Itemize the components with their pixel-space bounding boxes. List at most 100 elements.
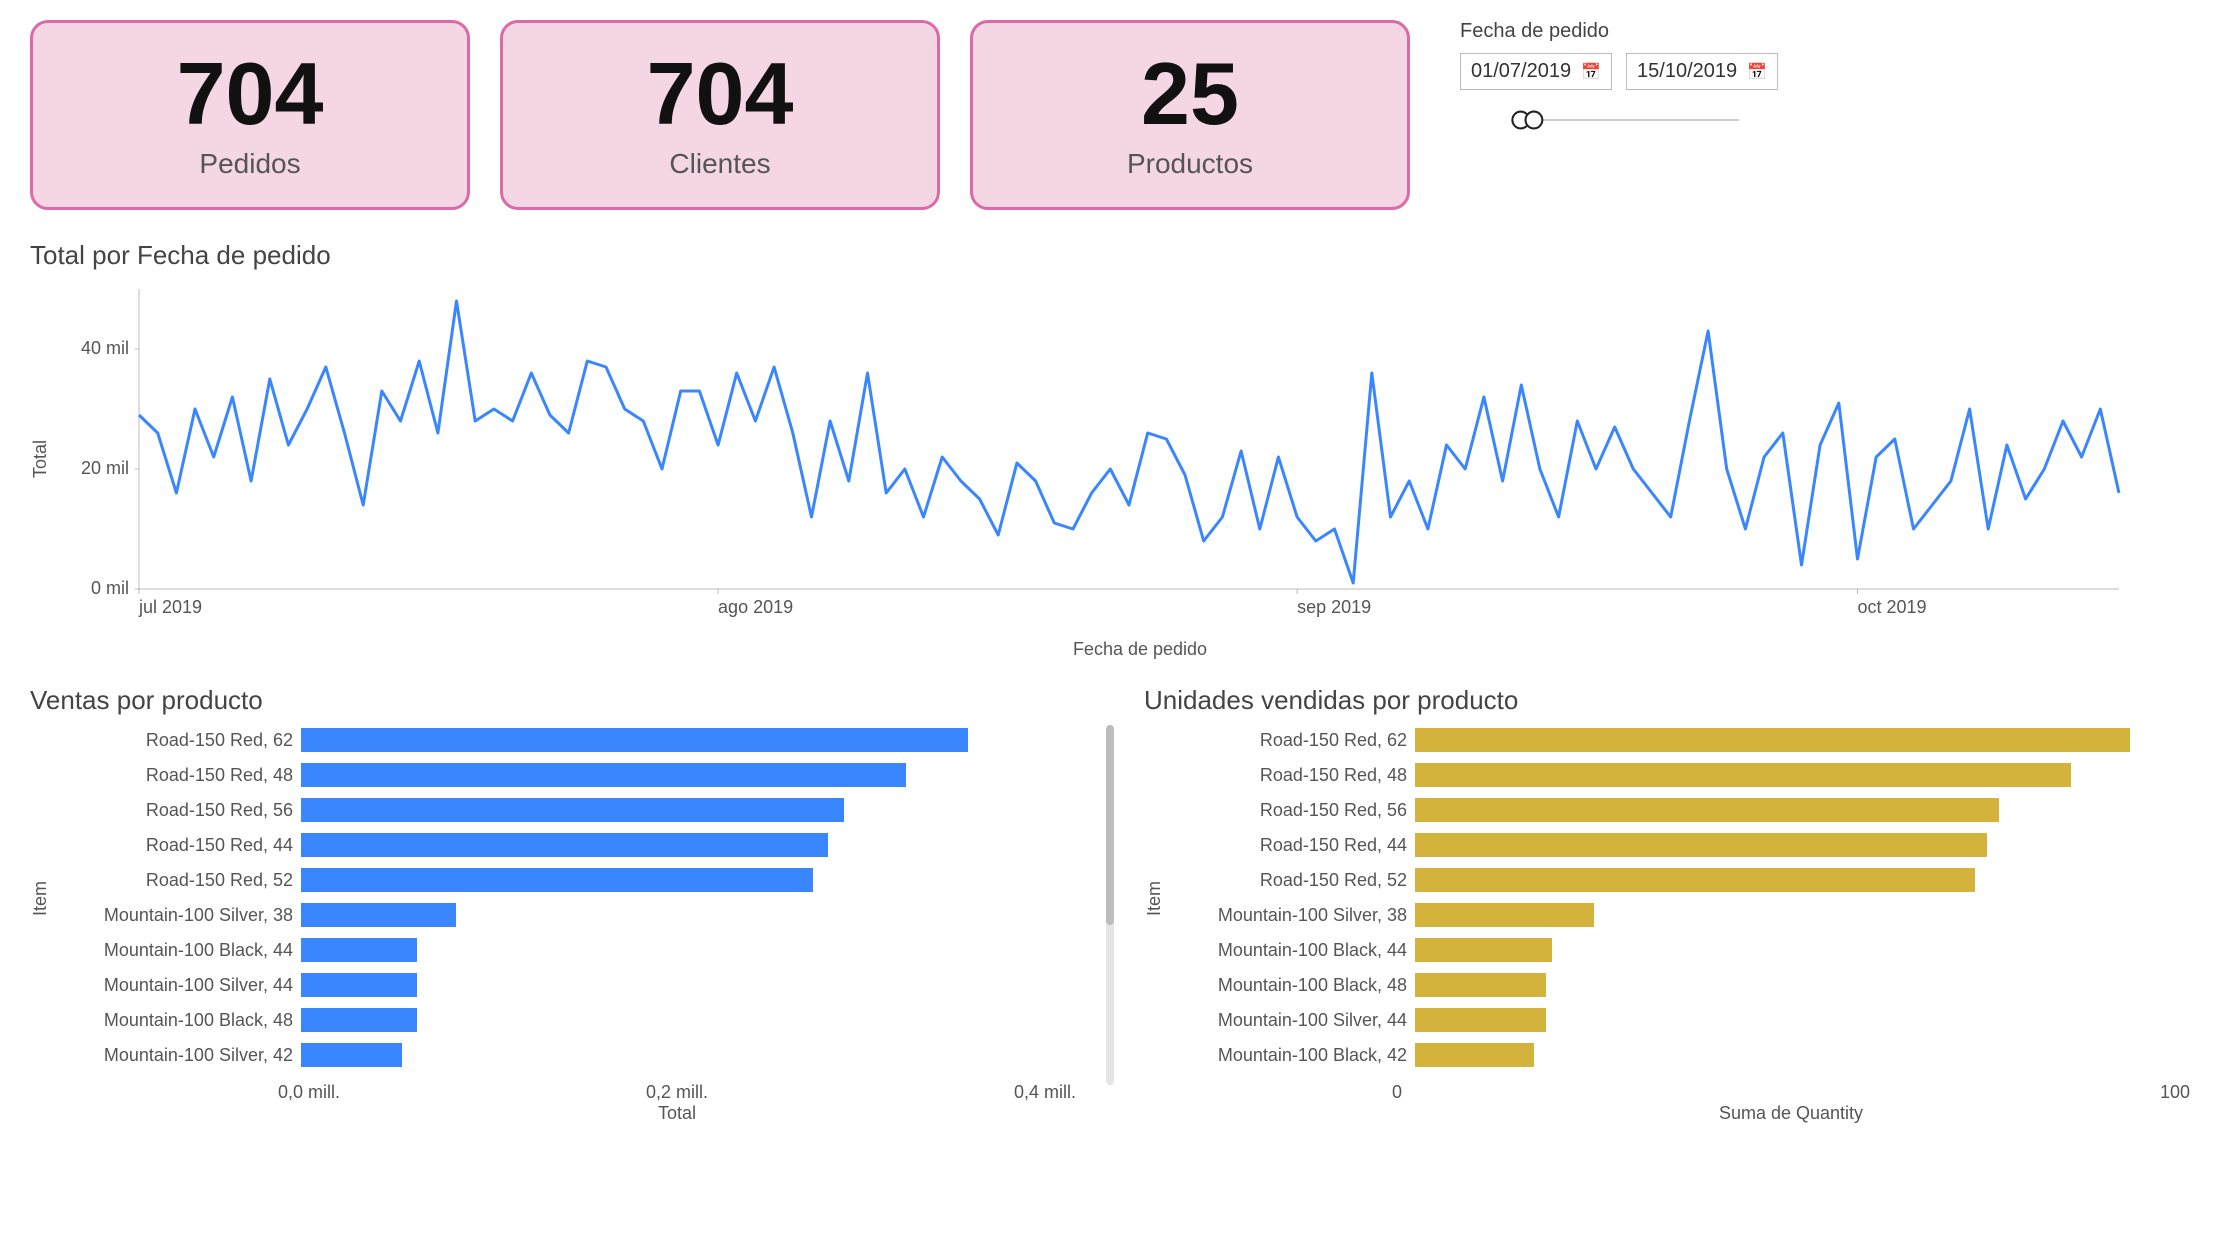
bar-right-x-label: Suma de Quantity [1392,1103,2190,1124]
bar-left-y-label: Item [30,881,51,916]
bar-scrollbar[interactable] [1106,725,1114,1085]
bar-left-rows: Road-150 Red, 62 Road-150 Red, 48 Road-150… [61,724,1076,1074]
bar-track [1415,973,2190,997]
bar-right-xaxis: 0 100 [1392,1082,2190,1103]
line-chart[interactable]: 0 mil20 mil40 miljul 2019ago 2019sep 201… [59,279,2139,639]
date-filter: Fecha de pedido 01/07/2019 📅 15/10/2019 … [1460,20,1800,210]
bar-row-label: Mountain-100 Black, 42 [1175,1045,1415,1066]
line-chart-title: Total por Fecha de pedido [30,240,2190,271]
xaxis-tick: 0 [1392,1082,1402,1103]
date-slider[interactable] [1460,106,1800,134]
bar-fill [301,1043,402,1067]
bar-row-label: Road-150 Red, 52 [1175,870,1415,891]
bar-track [301,1008,1076,1032]
bar-row[interactable]: Road-150 Red, 62 [61,724,1076,756]
bar-row-label: Road-150 Red, 62 [1175,730,1415,751]
bar-track [1415,833,2190,857]
bar-row-label: Mountain-100 Silver, 38 [61,905,301,926]
bar-chart-ventas[interactable]: Ventas por producto Item Road-150 Red, 6… [30,685,1076,1124]
bar-track [1415,763,2190,787]
svg-text:0 mil: 0 mil [91,578,129,598]
bar-row[interactable]: Road-150 Red, 56 [1175,794,2190,826]
bar-fill [301,833,828,857]
bar-row[interactable]: Mountain-100 Black, 48 [61,1004,1076,1036]
bar-fill [1415,798,1999,822]
bar-track [1415,903,2190,927]
bar-fill [301,973,417,997]
bar-fill [1415,868,1975,892]
svg-text:jul 2019: jul 2019 [138,597,202,617]
bar-fill [301,903,456,927]
bar-row-label: Road-150 Red, 62 [61,730,301,751]
bar-track [1415,938,2190,962]
bar-track [1415,1043,2190,1067]
kpi-card-pedidos[interactable]: 704 Pedidos [30,20,470,210]
bar-row[interactable]: Road-150 Red, 44 [1175,829,2190,861]
bar-track [301,868,1076,892]
bar-row[interactable]: Road-150 Red, 48 [61,759,1076,791]
bar-track [301,763,1076,787]
date-filter-title: Fecha de pedido [1460,20,1800,43]
svg-text:20 mil: 20 mil [81,458,129,478]
bar-row-label: Road-150 Red, 48 [1175,765,1415,786]
bar-row[interactable]: Mountain-100 Silver, 44 [61,969,1076,1001]
bar-right-y-label: Item [1144,881,1165,916]
bar-fill [1415,728,2130,752]
date-input-start[interactable]: 01/07/2019 📅 [1460,53,1612,90]
svg-text:sep 2019: sep 2019 [1297,597,1371,617]
bar-track [301,938,1076,962]
slider-handle-end[interactable] [1526,112,1543,129]
bar-row[interactable]: Mountain-100 Black, 48 [1175,969,2190,1001]
bar-fill [301,798,844,822]
kpi-card-productos[interactable]: 25 Productos [970,20,1410,210]
scrollbar-thumb[interactable] [1106,725,1114,925]
xaxis-tick: 100 [2160,1082,2190,1103]
bar-fill [1415,833,1987,857]
bar-fill [1415,1008,1546,1032]
kpi-label: Pedidos [199,148,300,180]
bar-row-label: Mountain-100 Silver, 44 [61,975,301,996]
bar-track [1415,728,2190,752]
date-start-value: 01/07/2019 [1471,60,1571,83]
bar-row[interactable]: Mountain-100 Silver, 38 [61,899,1076,931]
bar-fill [1415,763,2071,787]
bar-track [1415,798,2190,822]
bar-row-label: Road-150 Red, 48 [61,765,301,786]
bar-row[interactable]: Road-150 Red, 48 [1175,759,2190,791]
bar-row[interactable]: Road-150 Red, 52 [61,864,1076,896]
bar-row[interactable]: Mountain-100 Silver, 42 [61,1039,1076,1071]
bar-row[interactable]: Mountain-100 Black, 42 [1175,1039,2190,1071]
top-row: 704 Pedidos 704 Clientes 25 Productos Fe… [30,20,2190,210]
bar-row[interactable]: Road-150 Red, 62 [1175,724,2190,756]
bar-fill [1415,973,1546,997]
date-input-end[interactable]: 15/10/2019 📅 [1626,53,1778,90]
bar-row[interactable]: Mountain-100 Silver, 44 [1175,1004,2190,1036]
bar-row-label: Mountain-100 Black, 44 [61,940,301,961]
bar-row-label: Road-150 Red, 52 [61,870,301,891]
bar-fill [301,1008,417,1032]
bar-right-rows: Road-150 Red, 62 Road-150 Red, 48 Road-150… [1175,724,2190,1074]
bar-row[interactable]: Mountain-100 Black, 44 [1175,934,2190,966]
kpi-label: Productos [1127,148,1253,180]
bar-row-label: Road-150 Red, 56 [1175,800,1415,821]
bar-left-xaxis: 0,0 mill.0,2 mill.0,4 mill. [278,1082,1076,1103]
svg-text:ago 2019: ago 2019 [718,597,793,617]
bar-row[interactable]: Road-150 Red, 56 [61,794,1076,826]
bar-row[interactable]: Mountain-100 Black, 44 [61,934,1076,966]
bar-row[interactable]: Road-150 Red, 52 [1175,864,2190,896]
bar-row[interactable]: Road-150 Red, 44 [61,829,1076,861]
bar-row[interactable]: Mountain-100 Silver, 38 [1175,899,2190,931]
bar-row-label: Road-150 Red, 56 [61,800,301,821]
bar-chart-unidades[interactable]: Unidades vendidas por producto Item Road… [1144,685,2190,1124]
bar-row-label: Road-150 Red, 44 [61,835,301,856]
calendar-icon: 📅 [1747,62,1767,82]
line-x-label: Fecha de pedido [90,639,2190,660]
bar-fill [1415,938,1552,962]
bar-fill [301,763,906,787]
line-chart-block: Total por Fecha de pedido Total 0 mil20 … [30,240,2190,660]
bar-row-label: Mountain-100 Black, 44 [1175,940,1415,961]
kpi-card-clientes[interactable]: 704 Clientes [500,20,940,210]
bar-row-label: Road-150 Red, 44 [1175,835,1415,856]
bar-track [1415,868,2190,892]
bar-track [301,833,1076,857]
